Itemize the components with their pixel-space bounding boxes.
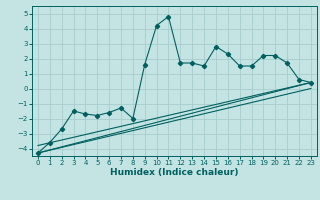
X-axis label: Humidex (Indice chaleur): Humidex (Indice chaleur) (110, 168, 239, 177)
